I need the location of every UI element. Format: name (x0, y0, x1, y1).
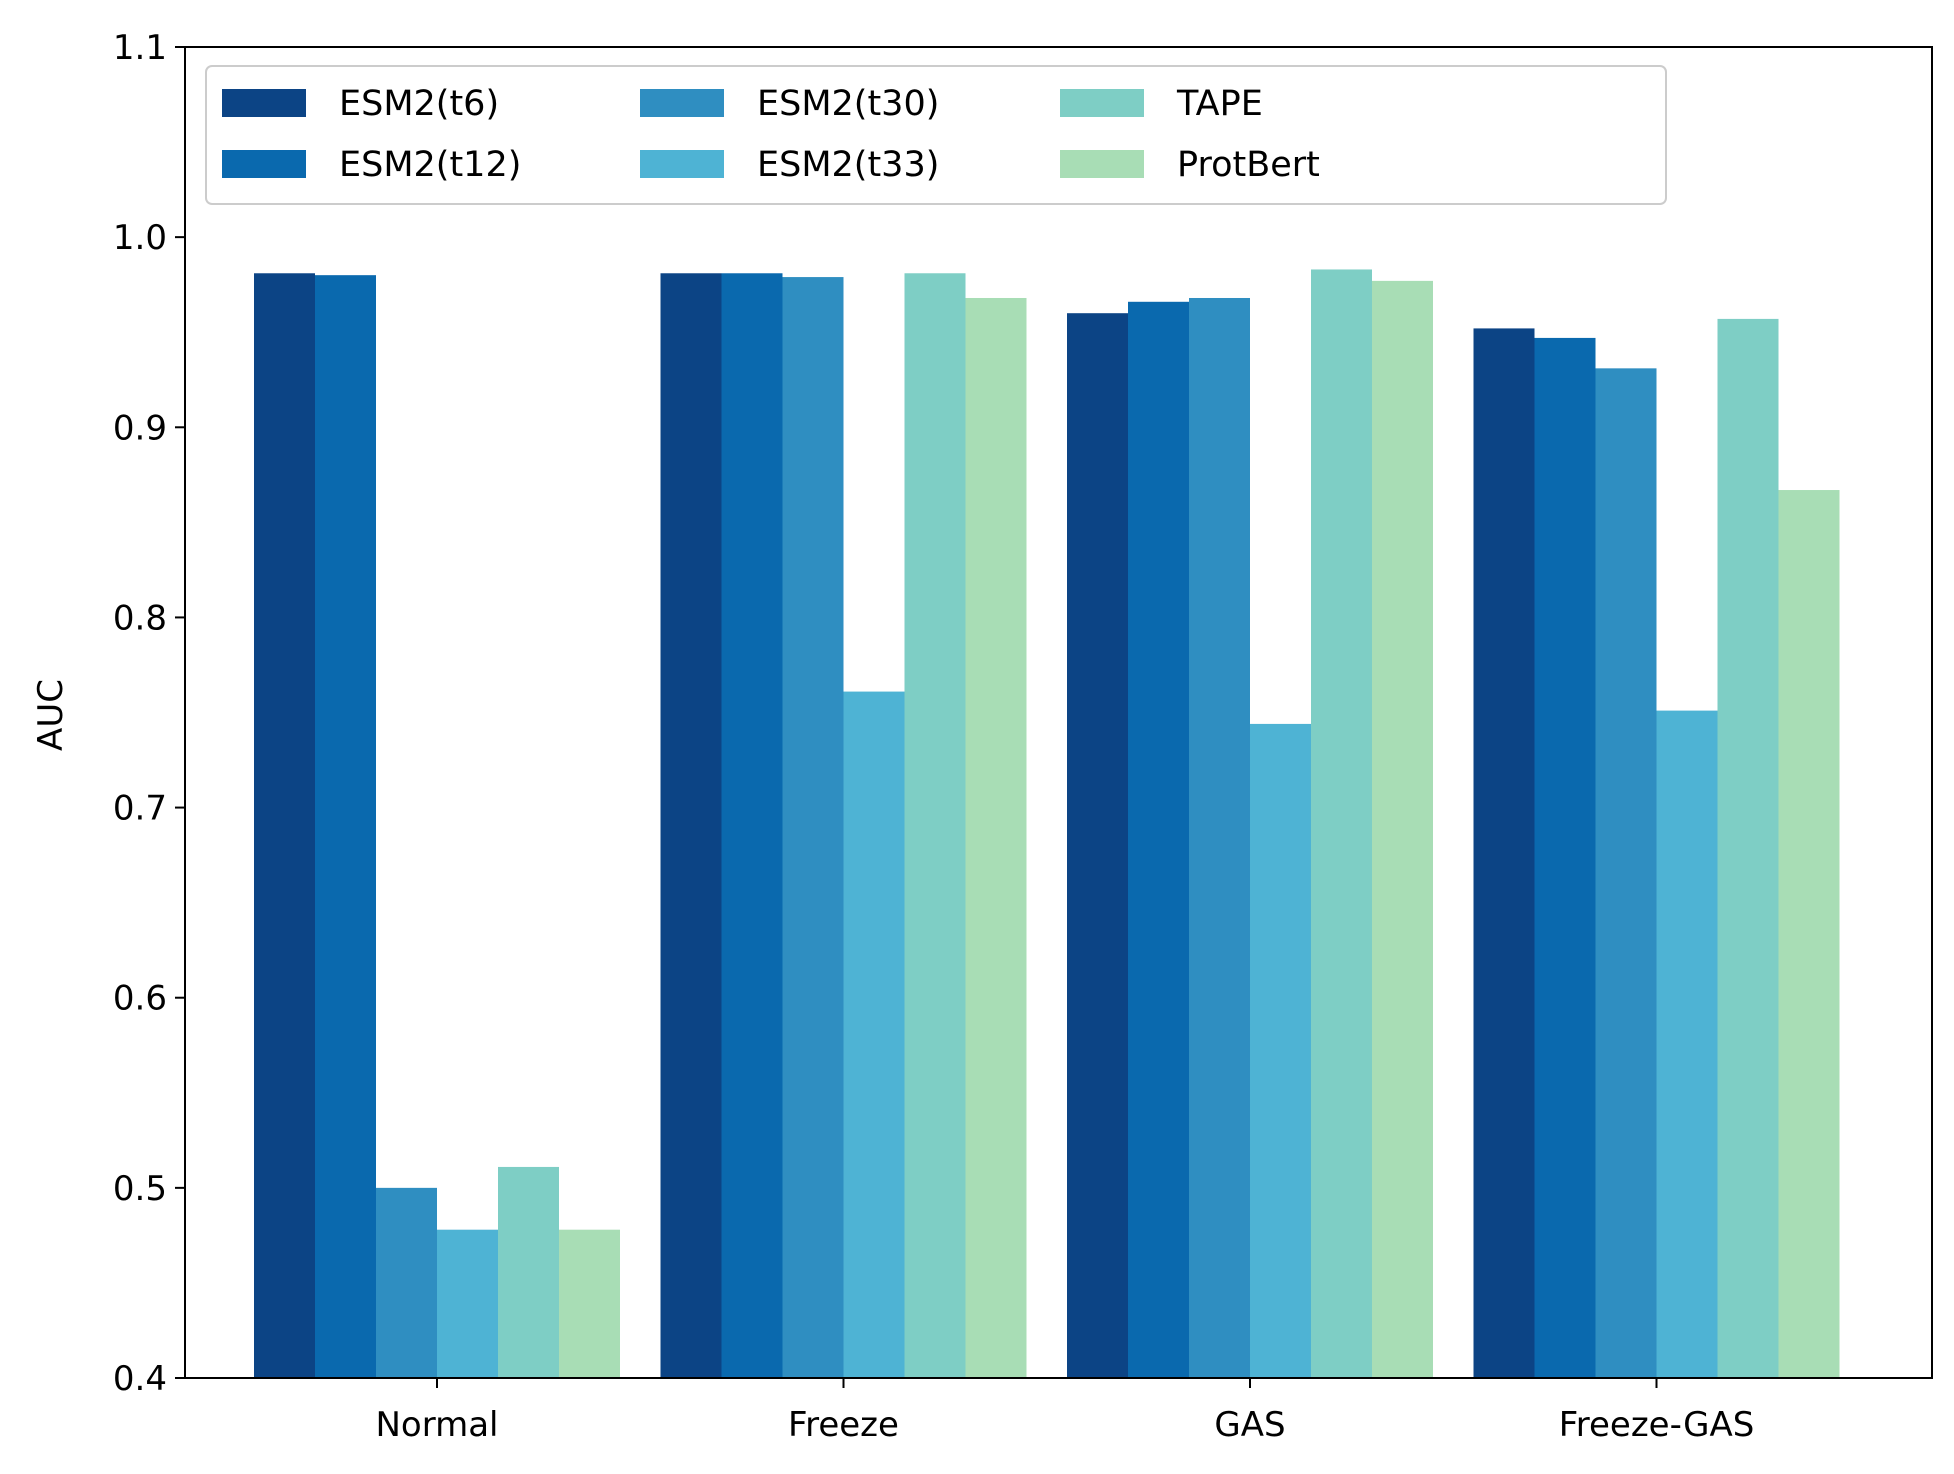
bar-ESM2(t12)-Freeze (721, 273, 783, 1378)
bar-ESM2(t33)-GAS (1250, 723, 1311, 1378)
bar-ProtBert-Freeze-GAS (1778, 490, 1840, 1378)
bar-ESM2(t6)-Freeze (660, 273, 722, 1378)
bar-ESM2(t33)-Normal (437, 1229, 498, 1378)
y-tick-label: 0.6 (113, 979, 167, 1019)
x-tick-label: Freeze (788, 1405, 899, 1445)
bar-ESM2(t6)-GAS (1067, 313, 1128, 1379)
bar-TAPE-GAS (1311, 269, 1372, 1379)
bar-ESM2(t6)-Normal (254, 273, 315, 1378)
bar-ProtBert-Freeze (965, 297, 1027, 1378)
x-tick-label: GAS (1214, 1405, 1285, 1445)
y-tick-label: 0.8 (113, 598, 167, 638)
bar-ESM2(t12)-Freeze-GAS (1534, 337, 1596, 1378)
bar-ESM2(t12)-GAS (1128, 301, 1189, 1378)
y-tick-label: 1.0 (113, 218, 167, 258)
y-tick-label: 0.9 (113, 408, 167, 448)
legend-label: TAPE (1176, 84, 1263, 124)
legend-swatch (640, 89, 724, 117)
x-tick-label: Normal (375, 1405, 498, 1445)
y-tick-label: 1.1 (113, 28, 167, 68)
bar-ESM2(t33)-Freeze (843, 691, 905, 1378)
bar-TAPE-Freeze (904, 273, 966, 1378)
legend-swatch (640, 150, 724, 178)
axes-layer: 0.4 0.5 0.6 0.7 0.8 0.9 1.0 1.1 Normal Freeze GAS F… (113, 28, 1933, 1445)
legend-swatch (222, 150, 306, 178)
legend-swatch (1060, 89, 1144, 117)
bar-ESM2(t30)-Normal (376, 1187, 437, 1378)
legend-label: ESM2(t33) (757, 145, 939, 185)
bar-ESM2(t6)-Freeze-GAS (1473, 328, 1535, 1378)
y-tick-label: 0.7 (113, 789, 167, 829)
x-tick-label: Freeze-GAS (1559, 1405, 1755, 1445)
y-tick-label: 0.4 (113, 1359, 167, 1399)
legend-label: ESM2(t6) (339, 84, 499, 124)
legend-box (205, 65, 1667, 205)
y-axis-title: AUC (31, 679, 71, 751)
legend-swatch (222, 89, 306, 117)
bar-ESM2(t30)-Freeze-GAS (1595, 368, 1657, 1379)
bar-TAPE-Freeze-GAS (1717, 318, 1779, 1378)
legend-swatch (1060, 150, 1144, 178)
bar-ProtBert-Normal (559, 1229, 620, 1378)
bar-ProtBert-GAS (1372, 280, 1433, 1378)
bar-ESM2(t12)-Normal (315, 275, 376, 1378)
bar-ESM2(t30)-Freeze (782, 277, 844, 1378)
legend-label: ESM2(t12) (339, 145, 521, 185)
bar-ESM2(t30)-GAS (1189, 297, 1250, 1378)
legend-label: ProtBert (1177, 145, 1320, 185)
bar-TAPE-Normal (498, 1166, 559, 1378)
legend-label: ESM2(t30) (757, 84, 939, 124)
legend: ESM2(t6) ESM2(t12) ESM2(t30) ESM2(t33) TAPE P… (205, 65, 1667, 205)
bars-layer (254, 269, 1840, 1379)
y-tick-label: 0.5 (113, 1169, 167, 1209)
bar-ESM2(t33)-Freeze-GAS (1656, 710, 1718, 1378)
plot-frame (184, 46, 1933, 1379)
